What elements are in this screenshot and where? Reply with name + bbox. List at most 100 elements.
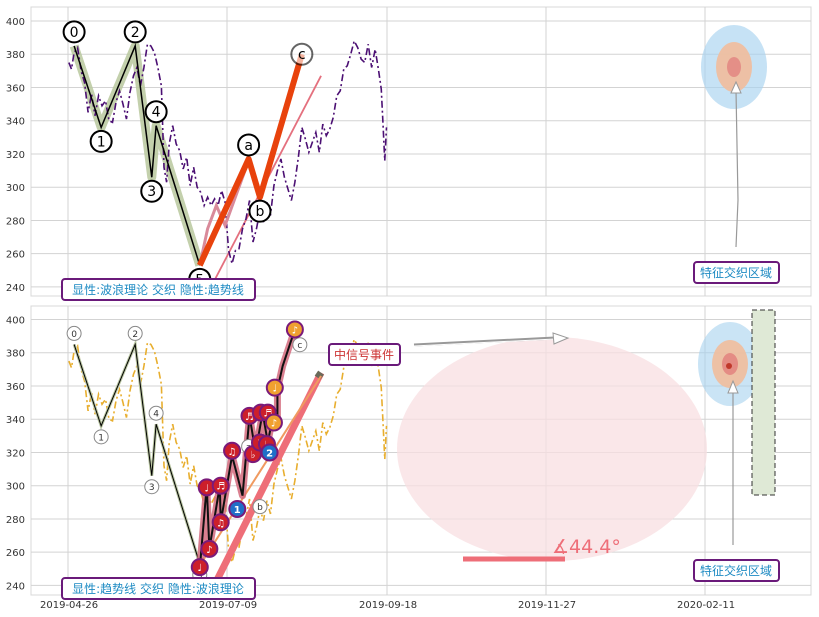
legend-box [61, 278, 256, 301]
angle-label: ∡44.4° [552, 536, 621, 558]
plot-layer [68, 25, 767, 296]
y-tick-label: 240 [6, 283, 25, 294]
wave-point-circle [144, 100, 168, 124]
reference-line [198, 375, 322, 567]
wave-point-label: b [257, 503, 263, 513]
price-line [68, 38, 388, 267]
y-tick-label: 320 [6, 150, 25, 161]
x-tick-label: 2019-09-18 [359, 600, 417, 611]
note-symbol: ♬ [263, 409, 272, 420]
y-tick-label: 380 [6, 50, 25, 61]
wave-point-circle [66, 325, 82, 341]
wave-point-circle [93, 429, 109, 445]
note-symbol: 1 [234, 505, 241, 516]
bottom-panel: 240260280300320340360380400∡44.4°012345a… [6, 305, 812, 600]
wave-point-label: c [297, 341, 302, 351]
note-marker [265, 378, 284, 397]
wave-point-label: 4 [152, 105, 161, 121]
wave-point-label: c [298, 47, 306, 63]
zone-label: 特征交织区域 [700, 563, 772, 578]
zone-arrow-head [730, 80, 742, 94]
legend-text: 显性:趋势线 交织 隐性:波浪理论 [72, 581, 244, 596]
wave-point-label: 0 [70, 25, 79, 41]
wave-point-circle [290, 42, 314, 66]
y-tick-label: 380 [6, 349, 25, 360]
note-marker [223, 441, 242, 460]
wave-line [73, 43, 201, 266]
zone-arrow [735, 89, 739, 248]
wave-point-label: a [244, 138, 253, 154]
note-marker [264, 413, 283, 432]
abc-wave [197, 53, 305, 267]
feature-zone-core [727, 57, 741, 77]
note-marker [190, 558, 209, 577]
x-tick-label: 2019-07-09 [199, 600, 257, 611]
price-line [68, 337, 388, 566]
feature-zone-dot [726, 363, 732, 369]
note-marker [228, 499, 247, 518]
note-marker [200, 539, 219, 558]
note-symbol: ♪ [206, 545, 212, 556]
wave-point-label: 2 [131, 25, 140, 41]
wave-point-circle [252, 499, 268, 515]
wave-point-label: 1 [98, 433, 104, 443]
wave-point-circle [148, 405, 164, 421]
note-symbol: ♭ [251, 450, 256, 461]
wave-point-label: 4 [153, 410, 159, 420]
note-symbol: ♪ [292, 325, 298, 336]
event-label-box [328, 343, 401, 366]
zone-label-box [693, 559, 780, 582]
y-tick-label: 340 [6, 117, 25, 128]
y-tick-label: 260 [6, 250, 25, 261]
wave-point-circle [140, 179, 164, 203]
y-tick-label: 360 [6, 83, 25, 94]
y-tick-label: 340 [6, 415, 25, 426]
trend-end-marker [314, 370, 324, 380]
event-arrow-shaft [413, 336, 556, 347]
y-tick-label: 280 [6, 216, 25, 227]
note-symbol: 2 [266, 448, 273, 459]
wave-point-circle [144, 479, 160, 495]
x-tick-label: 2020-02-11 [677, 600, 735, 611]
wave-point-label: 5 [197, 571, 203, 581]
note-symbol: ♬ [245, 412, 254, 423]
note-symbol: ♫ [216, 518, 225, 529]
wave-point-circle [248, 199, 272, 223]
wave-point-circle [123, 20, 147, 44]
zone-label-box [693, 261, 780, 284]
note-marker [211, 476, 230, 495]
wave-point-label: 3 [147, 184, 156, 200]
y-tick-label: 280 [6, 515, 25, 526]
wave-point-circle [127, 325, 143, 341]
event-arrow-head [552, 332, 570, 345]
note-symbol: ♫ [228, 447, 237, 458]
note-marker [285, 320, 304, 339]
wave-line [73, 342, 201, 564]
x-tick-label: 2019-04-26 [40, 600, 98, 611]
wave-point-circle [237, 133, 261, 157]
wave-point-circle [89, 129, 113, 153]
thick-trend-line [205, 371, 325, 595]
wave-point-label: 0 [71, 330, 77, 340]
y-tick-label: 320 [6, 448, 25, 459]
note-symbol: ♩ [197, 563, 202, 574]
event-label: 中信号事件 [334, 347, 394, 362]
y-tick-label: 300 [6, 482, 25, 493]
legend-text: 显性:波浪理论 交织 隐性:趋势线 [72, 282, 244, 297]
event-arrow-inner [413, 338, 556, 347]
wave-point-label: 2 [132, 330, 138, 340]
event-ellipse [397, 337, 707, 561]
note-marker [211, 513, 230, 532]
note-marker [260, 443, 279, 462]
note-symbol: ♬ [216, 482, 225, 493]
note-symbol: ♩ [272, 384, 277, 395]
x-tick-label: 2019-11-27 [518, 600, 576, 611]
wave-point-label: 1 [97, 134, 106, 150]
note-symbol: ♪ [271, 419, 277, 430]
y-tick-label: 400 [6, 316, 25, 327]
y-tick-label: 360 [6, 382, 25, 393]
note-symbol: ♩ [204, 483, 209, 494]
y-tick-label: 400 [6, 17, 25, 28]
legend-box [61, 577, 256, 600]
